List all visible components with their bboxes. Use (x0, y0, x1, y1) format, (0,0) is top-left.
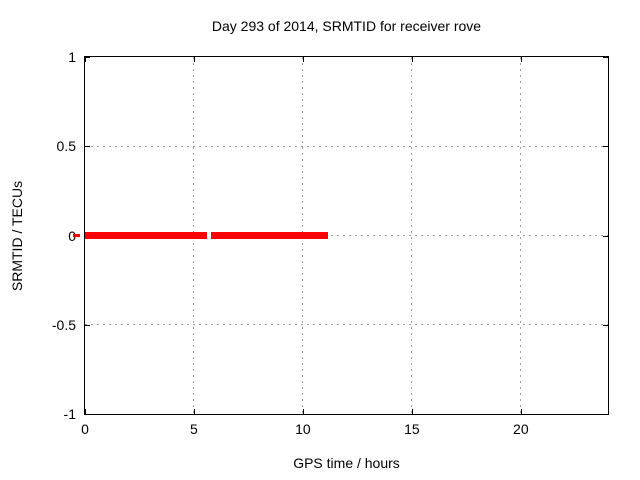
y-tick-mark-right (603, 235, 608, 237)
x-tick-label: 10 (295, 421, 311, 437)
y-tick-mark-right (603, 324, 608, 326)
y-tick-mark-left (85, 57, 90, 58)
x-tick-label: 15 (404, 421, 420, 437)
y-tick-label: 0.5 (56, 138, 76, 155)
x-tick-mark-bottom (520, 409, 522, 414)
y-tick-mark-left (85, 414, 90, 415)
y-tick-label: -1 (63, 406, 76, 422)
y-gridline (85, 145, 608, 147)
y-gridline (85, 235, 608, 236)
x-axis-label: GPS time / hours (293, 455, 400, 471)
plot-area (84, 56, 609, 415)
y-tick-mark-right (603, 414, 608, 415)
y-tick-mark-left (85, 324, 90, 326)
y-tick-label: -0.5 (51, 316, 76, 333)
y-tick-label: 0 (0, 227, 76, 245)
red-dash-outside-left-axis (73, 234, 80, 237)
y-tick-mark-right (603, 57, 608, 58)
x-tick-mark-top (302, 57, 304, 62)
y-tick-mark-right (603, 146, 608, 148)
x-tick-mark-bottom (193, 409, 195, 414)
x-tick-mark-top (411, 57, 413, 62)
x-tick-mark-bottom (302, 409, 304, 414)
data-series-segment (210, 232, 328, 239)
y-gridline (85, 324, 608, 326)
data-series-segment (85, 232, 208, 239)
x-tick-mark-top (85, 57, 86, 62)
x-tick-mark-bottom (411, 409, 413, 414)
x-tick-label: 0 (81, 421, 89, 437)
chart-title: Day 293 of 2014, SRMTID for receiver rov… (211, 18, 482, 34)
x-tick-label: 5 (190, 421, 198, 437)
y-tick-label: 1 (68, 49, 76, 65)
x-tick-mark-top (193, 57, 195, 62)
x-tick-mark-top (520, 57, 522, 62)
x-tick-mark-bottom (85, 409, 86, 414)
y-tick-mark-left (85, 146, 90, 148)
x-tick-label: 20 (513, 421, 529, 437)
